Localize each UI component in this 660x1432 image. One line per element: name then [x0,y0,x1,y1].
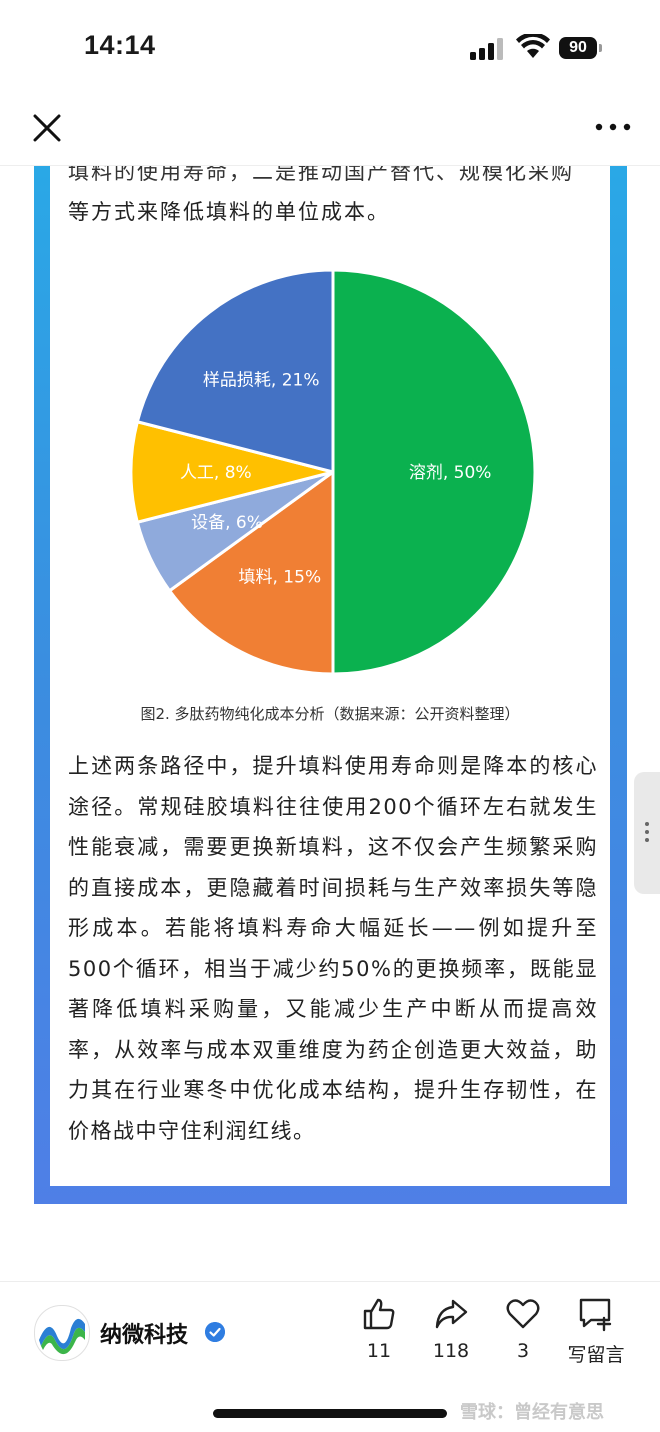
comment-button[interactable]: 写留言 [560,1296,632,1367]
pie-slice-3 [130,419,334,525]
comment-label: 写留言 [567,1344,625,1366]
paragraph-intro-line-1: 填料的使用寿命，二是推动国产替代、规模化采购 [68,166,574,184]
comment-icon [579,1298,612,1332]
author-name[interactable]: 纳微科技 [100,1323,189,1348]
favorite-count: 3 [516,1340,530,1362]
top-nav-bar [0,95,660,166]
heart-icon [506,1299,540,1329]
pie-slice-1 [167,469,335,676]
share-count: 118 [432,1340,470,1362]
author-avatar[interactable] [34,1305,90,1361]
handle-dots-icon [645,822,649,846]
wifi-icon [516,34,550,58]
share-button[interactable]: 118 [421,1296,481,1362]
status-bar: 14:14 90 [0,0,660,95]
pie-slice-0 [331,268,536,676]
cellular-signal-icon [470,38,503,60]
brand-logo-icon [36,1307,88,1359]
article-frame: 填料的使用寿命，二是推动国产替代、规模化采购 等方式来降低填料的单位成本。 溶剂… [34,166,627,1204]
pie-slice-4 [135,268,335,474]
favorite-button[interactable]: 3 [493,1296,553,1362]
close-icon[interactable] [30,111,64,145]
paragraph-main: 上述两条路径中，提升填料使用寿命则是降本的核心途径。常规硅胶填料往往使用200个… [68,754,598,1143]
battery-tip [599,44,602,52]
thumbs-up-icon [363,1298,395,1330]
status-time: 14:14 [84,30,156,60]
cost-pie-chart: 溶剂, 50% 填料, 15% 设备, 6% 人工, 8% 样品损耗, 21% [130,268,536,676]
pie-label-2: 设备, 6% [191,513,263,533]
bottom-action-bar: 纳微科技 11 118 3 写留言 雪球：曾经有意思 [0,1281,660,1432]
pie-label-3: 人工, 8% [180,463,252,483]
paragraph-intro-line-2: 等方式来降低填料的单位成本。 [68,200,390,224]
battery-indicator: 90 [559,37,597,59]
like-button[interactable]: 11 [349,1296,409,1362]
side-scroll-handle[interactable] [634,772,660,894]
article-card: 填料的使用寿命，二是推动国产替代、规模化采购 等方式来降低填料的单位成本。 溶剂… [50,166,610,1186]
more-options-icon[interactable] [590,115,636,139]
share-icon [435,1299,468,1329]
home-indicator [213,1409,447,1418]
like-count: 11 [366,1340,392,1362]
watermark-text: 雪球：曾经有意思 [460,1402,604,1423]
pie-label-0: 溶剂, 50% [409,463,492,483]
paragraph-intro: 填料的使用寿命，二是推动国产替代、规模化采购 等方式来降低填料的单位成本。 [68,166,598,232]
figure-caption: 图2. 多肽药物纯化成本分析（数据来源：公开资料整理） [140,705,520,723]
verified-badge-icon [205,1322,225,1342]
pie-label-4: 样品损耗, 21% [203,370,320,390]
pie-label-1: 填料, 15% [239,567,322,587]
